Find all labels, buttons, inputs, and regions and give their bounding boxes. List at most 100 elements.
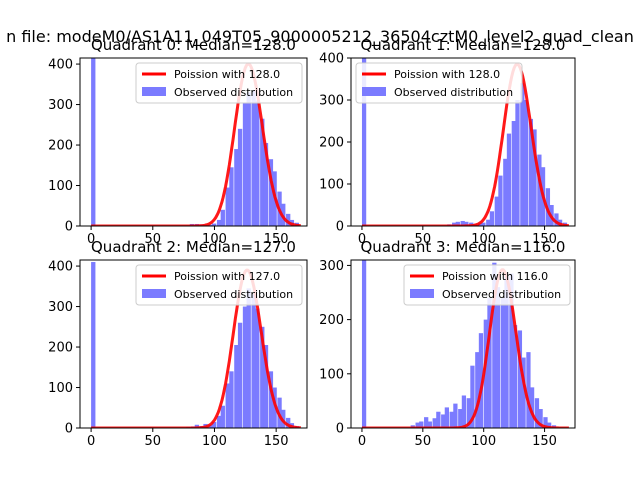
histogram-bar xyxy=(427,421,432,428)
histogram-bar xyxy=(554,213,559,226)
histogram-bar xyxy=(543,417,548,428)
legend: Poission with 127.0 Observed distribution xyxy=(135,264,303,306)
x-tick-label: 50 xyxy=(415,232,432,247)
histogram-bar xyxy=(234,149,239,226)
x-tick-label: 50 xyxy=(415,434,432,449)
histogram-bar xyxy=(515,100,520,226)
panel-title: Quadrant 3: Median=116.0 xyxy=(361,238,566,256)
histogram-bar xyxy=(494,196,499,226)
histogram-bar xyxy=(537,154,542,226)
legend-observed-label: Observed distribution xyxy=(442,288,561,301)
legend-box xyxy=(135,62,303,104)
histogram-bar xyxy=(509,273,514,428)
legend: Poission with 116.0 Observed distribution xyxy=(403,264,571,306)
histogram-bar xyxy=(263,143,269,226)
histogram-bar xyxy=(483,319,488,428)
histogram-bar xyxy=(487,297,492,428)
y-tick-label: 200 xyxy=(319,313,344,328)
histogram-bar xyxy=(216,415,222,428)
panel-title: Quadrant 2: Median=127.0 xyxy=(91,238,296,256)
histogram-bar xyxy=(268,371,274,428)
histogram-bar xyxy=(91,262,96,428)
histogram-bar xyxy=(216,219,222,226)
histogram-bar xyxy=(220,405,225,428)
histogram-bar xyxy=(237,128,243,226)
poisson-curve xyxy=(361,268,570,428)
y-tick-label: 200 xyxy=(48,341,73,356)
histogram-bar xyxy=(532,129,537,226)
plot-area xyxy=(361,260,570,428)
histogram-bar xyxy=(229,167,234,226)
x-tick-label: 0 xyxy=(358,232,366,247)
legend-poisson-label: Poission with 116.0 xyxy=(442,270,548,283)
histogram-bar xyxy=(225,187,230,226)
histogram-bar xyxy=(260,326,265,428)
histogram-bar xyxy=(415,422,420,428)
histogram-bar xyxy=(220,209,225,226)
panels: 0 50 100 150 0 100 200 300 400 Quadrant 0: Median… xyxy=(48,36,576,449)
histogram-bar xyxy=(470,365,475,428)
histogram-bar xyxy=(492,262,497,428)
panel-title: Quadrant 0: Median=128.0 xyxy=(91,36,296,54)
histogram-bar xyxy=(528,118,533,226)
x-tick-label: 50 xyxy=(145,232,162,247)
histogram-bar xyxy=(194,424,200,428)
y-tick-label: 100 xyxy=(319,178,344,193)
histogram-bar xyxy=(529,387,535,428)
histogram-bar xyxy=(511,121,516,226)
histogram-bar xyxy=(208,224,213,226)
legend-observed-swatch xyxy=(362,87,386,96)
x-tick-label: 150 xyxy=(532,434,557,449)
histogram-bar xyxy=(444,407,449,428)
histogram-bar xyxy=(237,322,243,428)
legend-poisson-label: Poission with 127.0 xyxy=(174,270,280,283)
histogram-bar xyxy=(251,90,256,226)
panel-quadrant-3: 0 50 100 150 0 100 200 300 Quadrant 3: Median=11… xyxy=(319,238,576,449)
y-tick-label: 400 xyxy=(48,58,73,73)
histogram-bar xyxy=(512,325,518,428)
panel-quadrant-0: 0 50 100 150 0 100 200 300 400 Quadrant 0: Median… xyxy=(48,36,308,247)
histogram-bar xyxy=(517,330,523,428)
histogram-bar xyxy=(500,297,505,428)
histogram-bar xyxy=(286,417,291,428)
y-tick-label: 100 xyxy=(319,367,344,382)
histogram-bar xyxy=(478,333,484,428)
x-tick-label: 150 xyxy=(264,232,289,247)
legend-observed-swatch xyxy=(410,289,434,298)
histogram-bar xyxy=(523,100,529,226)
y-tick-label: 400 xyxy=(48,260,73,275)
y-tick-label: 0 xyxy=(336,422,344,437)
histogram-bar xyxy=(452,222,457,226)
histogram-bar xyxy=(242,102,248,226)
histogram-bar xyxy=(255,308,260,428)
y-tick-label: 0 xyxy=(65,220,73,235)
x-tick-label: 150 xyxy=(532,232,557,247)
y-tick-label: 300 xyxy=(319,94,344,109)
histogram-bar xyxy=(212,421,217,428)
histogram-bar xyxy=(234,345,239,428)
histogram-bar xyxy=(453,403,458,428)
x-tick-label: 0 xyxy=(87,232,95,247)
histogram-bar xyxy=(432,418,437,428)
histogram-bar xyxy=(225,383,230,428)
histogram-bar xyxy=(260,118,265,226)
histogram-bar xyxy=(251,294,256,428)
y-tick-label: 100 xyxy=(48,381,73,396)
x-tick-label: 0 xyxy=(87,434,95,449)
histogram-bar xyxy=(464,221,469,226)
histogram-bar xyxy=(520,83,525,226)
legend-box xyxy=(135,264,303,306)
histogram-bar xyxy=(534,398,540,428)
histogram-bar xyxy=(419,421,424,428)
histogram-bar xyxy=(506,133,512,226)
y-tick-label: 300 xyxy=(48,98,73,113)
histogram-bar xyxy=(449,411,454,428)
axes-frame xyxy=(79,259,308,429)
x-tick-label: 100 xyxy=(202,232,227,247)
histogram-bar xyxy=(436,411,441,428)
x-tick-label: 150 xyxy=(264,434,289,449)
histogram-bar xyxy=(498,175,503,226)
legend-observed-label: Observed distribution xyxy=(174,288,293,301)
legend-observed-swatch xyxy=(142,289,166,298)
